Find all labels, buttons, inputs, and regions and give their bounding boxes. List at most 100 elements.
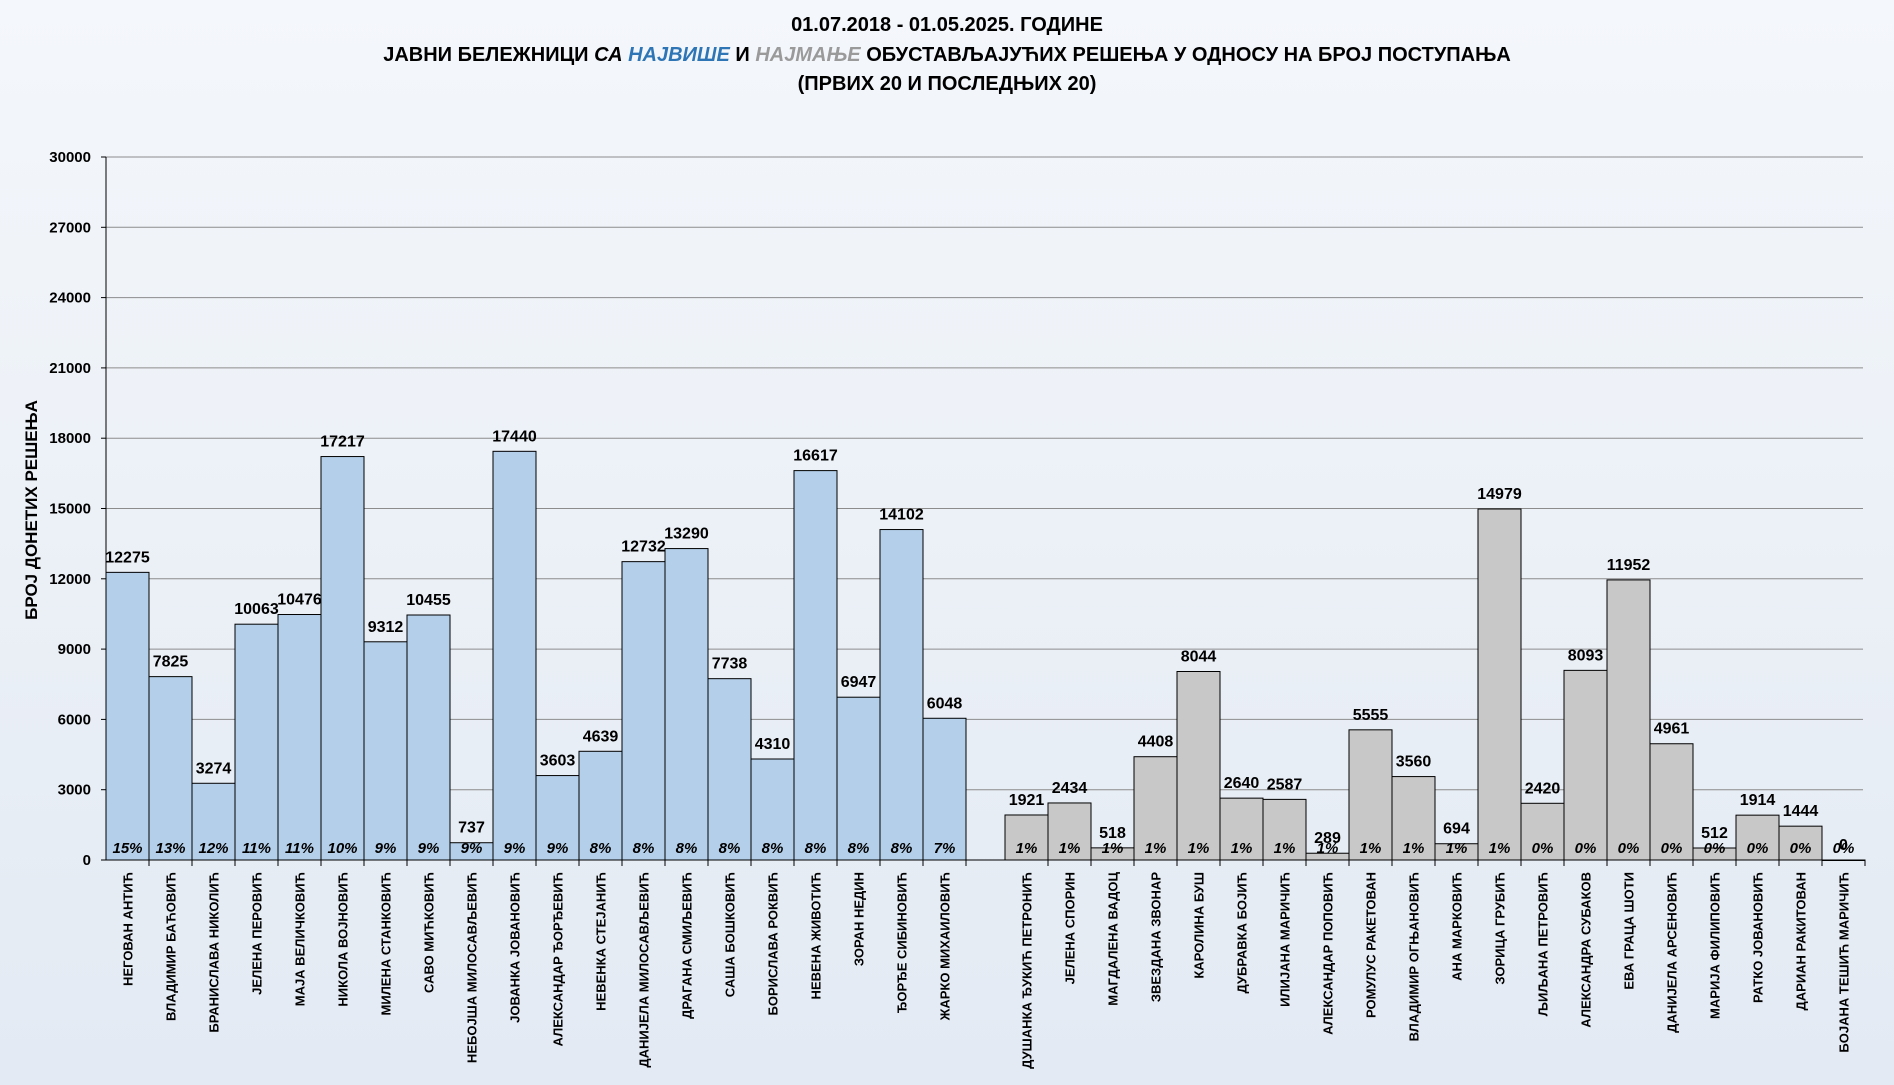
bar: [406, 614, 451, 861]
value-label: 14102: [879, 507, 924, 524]
chart-title: 01.07.2018 - 01.05.2025. ГОДИНЕ ЈАВНИ БЕ…: [383, 14, 1511, 95]
value-label: 11952: [1607, 557, 1651, 574]
percent-label: 11%: [242, 840, 271, 857]
bar: [793, 470, 838, 861]
percent-label: 1%: [1145, 840, 1167, 857]
category-label: ЂОРЂЕ СИБИНОВИЋ: [895, 872, 910, 1013]
category-label: ЗВЕЗДАНА ЗВОНАР: [1149, 872, 1164, 1002]
percent-label: 13%: [155, 840, 185, 857]
percent-label: 15%: [112, 840, 142, 857]
percent-label: 1%: [1489, 840, 1511, 857]
value-label: 7825: [153, 654, 189, 671]
y-tick-label: 21000: [49, 360, 91, 377]
percent-label: 8%: [676, 840, 698, 857]
value-label: 2434: [1052, 780, 1088, 797]
title-line-1: 01.07.2018 - 01.05.2025. ГОДИНЕ: [791, 14, 1103, 36]
category-label: БРАНИСЛАВА НИКОЛИЋ: [207, 872, 222, 1033]
title-part-6: ОБУСТАВЉАЈУЋИХ РЕШЕЊА У ОДНОСУ НА БРОЈ П…: [861, 44, 1511, 66]
percent-label: 9%: [461, 840, 483, 857]
percent-label: 1%: [1102, 840, 1124, 857]
percent-label: 1%: [1188, 840, 1210, 857]
title-line-3: (ПРВИХ 20 И ПОСЛЕДЊИХ 20): [798, 73, 1097, 95]
category-label: НИКОЛА ВОЈНОВИЋ: [336, 872, 351, 1007]
bar: [1649, 743, 1694, 861]
y-axis-ticks: 0 3000 6000 9000 12000 15000 18000 21000 24000 27…: [49, 149, 106, 869]
percent-label: 0%: [1575, 840, 1597, 857]
category-label: ЉИЉАНА ПЕТРОВИЋ: [1536, 872, 1551, 1016]
y-tick-label: 30000: [49, 149, 91, 166]
y-tick-label: 12000: [49, 571, 91, 588]
bar: [105, 571, 150, 861]
category-label: ЈОВАНКА ЈОВАНОВИЋ: [508, 872, 523, 1023]
value-label: 1444: [1783, 803, 1819, 820]
value-label: 4961: [1654, 721, 1690, 738]
percent-label: 0%: [1790, 840, 1812, 857]
percent-label: 8%: [891, 840, 913, 857]
percent-label: 1%: [1016, 840, 1038, 857]
value-label: 14979: [1477, 486, 1522, 503]
value-label: 8093: [1568, 647, 1604, 664]
percent-label: 0%: [1661, 840, 1683, 857]
percent-label: 9%: [547, 840, 569, 857]
percent-label: 12%: [198, 840, 228, 857]
percent-label: 8%: [590, 840, 612, 857]
value-label: 4639: [583, 728, 619, 745]
category-label: БОРИСЛАВА РОКВИЋ: [766, 872, 781, 1015]
category-label: ВЛАДИМИР ОГЊАНОВИЋ: [1407, 872, 1422, 1041]
y-tick-label: 6000: [58, 711, 91, 728]
bar: [492, 450, 537, 861]
category-label: ЖАРКО МИХАИЛОВИЋ: [938, 872, 953, 1021]
value-label: 4408: [1138, 734, 1174, 751]
category-label: НЕВЕНКА СТЕЈАНИЋ: [594, 872, 609, 1011]
category-label: ИЛИЈАНА МАРИЧИЋ: [1278, 872, 1293, 1007]
y-axis-label: БРОЈ ДОНЕТИХ РЕШЕЊА: [22, 400, 41, 620]
category-label: НЕВЕНА ЖИВОТИЋ: [809, 872, 824, 999]
bar: [1391, 776, 1436, 861]
percent-label: 9%: [375, 840, 397, 857]
category-label: ДАРИАН РАКИТОВАН: [1794, 872, 1809, 1011]
title-part-most: НАЈВИШЕ: [628, 44, 730, 66]
bar: [277, 614, 322, 861]
percent-label: 1%: [1231, 840, 1253, 857]
bar: [664, 548, 709, 861]
category-label: АЛЕКСАНДРА СУБАКОВ: [1579, 872, 1594, 1028]
value-label: 6947: [841, 674, 877, 691]
y-tick-label: 9000: [58, 641, 91, 658]
category-label: ВЛАДИМИР БАЋОВИЋ: [164, 872, 179, 1021]
percent-label: 0%: [1747, 840, 1769, 857]
y-tick-label: 3000: [58, 782, 91, 799]
value-label: 3603: [540, 753, 576, 770]
value-label: 512: [1701, 825, 1728, 842]
bar: [191, 782, 236, 861]
value-label: 694: [1443, 821, 1470, 838]
percent-label: 1%: [1446, 840, 1468, 857]
category-label: КАРОЛИНА БУШ: [1192, 872, 1207, 979]
percent-label: 8%: [719, 840, 741, 857]
category-label: РАТКО ЈОВАНОВИЋ: [1751, 872, 1766, 1003]
value-label: 2587: [1267, 776, 1303, 793]
title-part-2: СА: [594, 44, 628, 66]
bar: [879, 529, 924, 861]
category-label: МАЈА ВЕЛИЧКОВИЋ: [293, 872, 308, 1006]
percent-label: 1%: [1059, 840, 1081, 857]
value-label: 2420: [1525, 780, 1561, 797]
title-line-2: ЈАВНИ БЕЛЕЖНИЦИ СА НАЈВИШЕ И НАЈМАЊЕ ОБУ…: [383, 44, 1511, 66]
category-label: ЕВА ГРАЦА ШОТИ: [1622, 872, 1637, 990]
value-label: 13290: [664, 526, 709, 543]
percent-label: 8%: [633, 840, 655, 857]
y-tick-label: 18000: [49, 430, 91, 447]
category-label: НЕБОЈША МИЛОСАВЉЕВИЋ: [465, 872, 480, 1063]
bar: [750, 758, 795, 861]
category-label: ДАНИЈЕЛА АРСЕНОВИЋ: [1665, 872, 1680, 1033]
category-labels: НЕГОВАН АНТИЋ ВЛАДИМИР БАЋОВИЋ БРАНИСЛАВА …: [121, 860, 1866, 1069]
category-label: ДРАГАНА СМИЉЕВИЋ: [680, 872, 695, 1019]
category-label: ЈЕЛЕНА СПОРИН: [1063, 872, 1078, 984]
bar: [234, 623, 279, 861]
bar: [1563, 669, 1608, 861]
value-label: 17440: [492, 428, 537, 445]
category-label: ЗОРАН НЕДИН: [852, 872, 867, 966]
percent-label: 8%: [848, 840, 870, 857]
y-tick-label: 24000: [49, 290, 91, 307]
bar: [1219, 797, 1264, 861]
